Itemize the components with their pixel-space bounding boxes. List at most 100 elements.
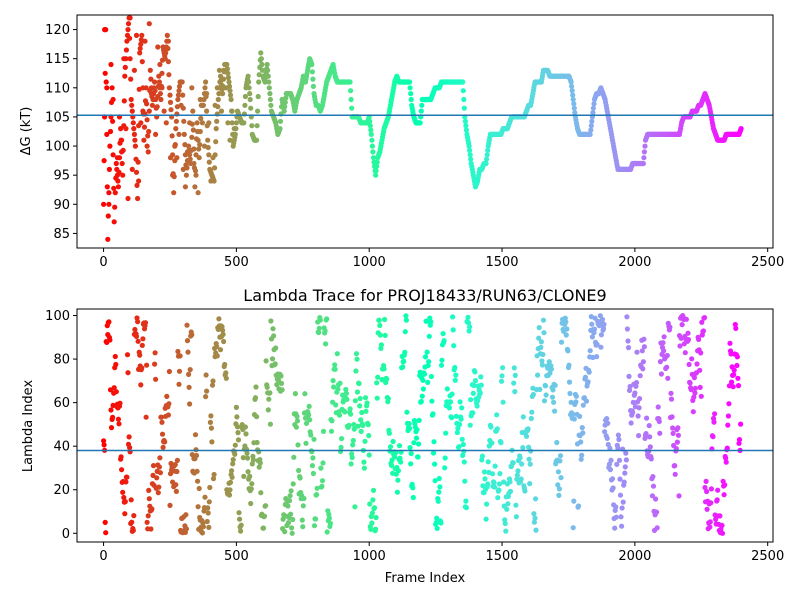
data-point <box>496 481 502 487</box>
top-x-tick-label: 2500 <box>751 255 784 270</box>
data-point <box>369 510 375 516</box>
data-point <box>641 155 647 161</box>
data-point <box>670 430 676 436</box>
data-point <box>187 156 193 162</box>
data-point <box>232 451 238 457</box>
data-point <box>225 120 231 126</box>
data-point <box>310 76 316 82</box>
data-point <box>156 484 162 490</box>
top-panel-y-ticks: 85 90 95 100 105 110 115 120 <box>45 23 77 242</box>
data-point <box>208 178 214 184</box>
data-point <box>223 85 229 91</box>
data-point <box>437 484 443 490</box>
data-point <box>192 184 198 190</box>
data-point <box>637 396 643 402</box>
data-point <box>145 513 151 519</box>
data-point <box>277 118 284 124</box>
data-point <box>274 382 280 388</box>
data-point <box>453 413 459 419</box>
data-point <box>632 390 638 396</box>
data-point <box>604 416 610 422</box>
top-x-tick-label: 500 <box>224 255 249 270</box>
data-point <box>715 487 721 493</box>
data-point <box>498 378 505 384</box>
data-point <box>646 423 652 429</box>
data-point <box>150 472 156 478</box>
data-point <box>529 409 535 415</box>
data-point <box>353 368 359 374</box>
data-point <box>176 368 183 374</box>
bottom-x-tick-label: 1000 <box>353 549 386 564</box>
data-point <box>190 108 196 114</box>
data-point <box>142 320 149 326</box>
data-point <box>692 385 699 391</box>
data-point <box>307 417 313 423</box>
data-point <box>114 155 120 161</box>
data-point <box>725 413 732 419</box>
data-point <box>180 166 186 172</box>
data-point <box>503 528 509 534</box>
bottom-panel-border <box>76 308 774 543</box>
data-point <box>245 469 251 475</box>
data-point <box>450 314 456 320</box>
data-point <box>467 152 473 158</box>
data-point <box>120 147 126 153</box>
data-point <box>439 357 445 363</box>
data-point <box>106 190 112 196</box>
data-point <box>199 120 205 126</box>
data-point <box>206 499 212 505</box>
data-point <box>571 105 577 111</box>
data-point <box>174 155 180 161</box>
data-point <box>382 332 388 338</box>
data-point <box>442 465 448 471</box>
data-point <box>198 115 204 121</box>
data-point <box>265 73 271 79</box>
data-point <box>354 389 361 395</box>
data-point <box>249 461 255 467</box>
data-point <box>615 445 621 451</box>
data-point <box>243 431 249 437</box>
data-point <box>202 494 208 500</box>
data-point <box>135 319 141 325</box>
data-point <box>426 333 432 339</box>
data-point <box>240 455 246 461</box>
data-point <box>210 476 217 482</box>
data-point <box>206 152 212 158</box>
data-point <box>513 514 520 520</box>
data-point <box>434 525 440 532</box>
data-point <box>130 120 136 126</box>
data-point <box>212 165 218 171</box>
data-point <box>191 146 197 152</box>
data-point <box>322 328 328 334</box>
data-point <box>263 358 269 364</box>
data-point <box>131 513 137 519</box>
data-point <box>150 463 157 469</box>
data-point <box>607 467 614 473</box>
data-point <box>238 528 244 534</box>
data-point <box>675 425 681 431</box>
data-point <box>668 396 675 402</box>
data-point <box>221 76 227 82</box>
bottom-panel-x-axis-label: Frame Index <box>385 571 466 586</box>
data-point <box>429 398 435 404</box>
data-point <box>156 464 162 470</box>
data-point <box>141 137 147 143</box>
data-point <box>349 105 355 111</box>
data-point <box>583 398 590 404</box>
data-point <box>352 398 358 404</box>
data-point <box>324 529 330 535</box>
data-point <box>408 450 414 457</box>
data-point <box>697 384 703 390</box>
data-point <box>467 147 473 153</box>
data-point <box>359 409 365 416</box>
data-point <box>170 172 176 178</box>
data-point <box>362 395 369 401</box>
data-point <box>319 483 325 489</box>
data-point <box>446 405 452 411</box>
data-point <box>228 96 234 103</box>
data-point <box>648 456 654 462</box>
data-point <box>528 415 534 422</box>
data-point <box>396 443 403 449</box>
data-point <box>450 327 456 333</box>
